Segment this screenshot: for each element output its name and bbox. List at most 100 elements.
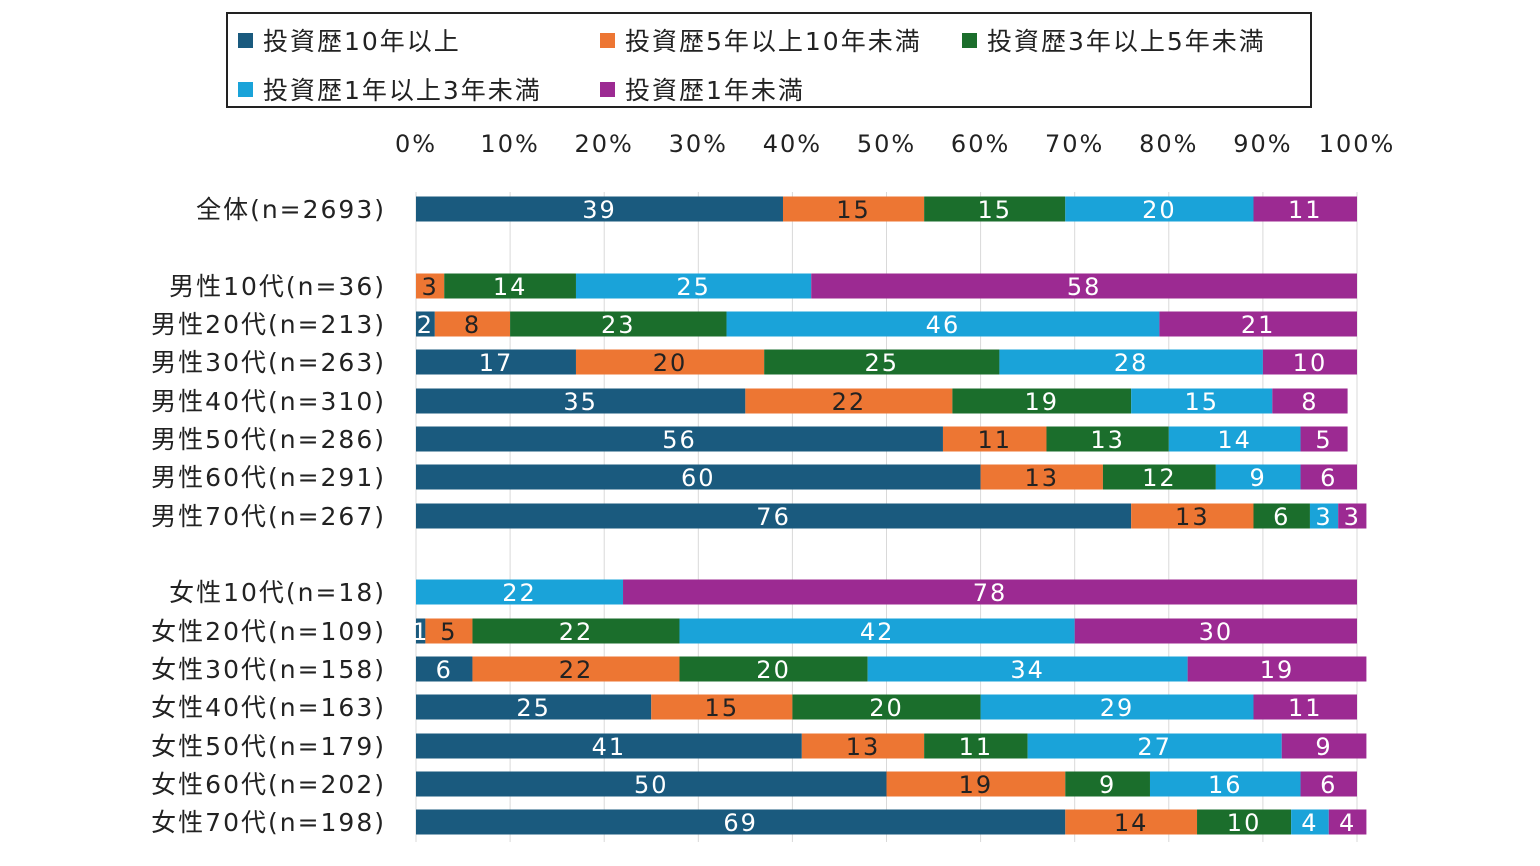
data-label: 16: [1208, 771, 1243, 799]
bar-segment: [1328, 809, 1367, 835]
data-label: 10: [1293, 349, 1328, 377]
x-tick-label: 90%: [1233, 130, 1292, 158]
data-label: 25: [676, 273, 711, 301]
data-label: 42: [860, 618, 895, 646]
data-label: 14: [1217, 426, 1252, 454]
bar-segment: [1272, 388, 1348, 414]
legend-swatch: [962, 32, 977, 48]
category-label: 男性10代(n=36): [169, 272, 386, 301]
data-label: 9: [1099, 771, 1116, 799]
data-label: 19: [1024, 388, 1059, 416]
data-label: 15: [836, 196, 871, 224]
data-label: 46: [926, 311, 961, 339]
legend-swatch: [600, 32, 615, 48]
data-label: 20: [653, 349, 688, 377]
data-label: 58: [1067, 273, 1102, 301]
bar-segment: [1065, 809, 1198, 835]
data-label: 13: [1024, 464, 1059, 492]
bar-segment: [942, 426, 1047, 452]
bar-segment: [1131, 388, 1273, 414]
data-label: 25: [865, 349, 900, 377]
bar-segment: [1300, 464, 1357, 490]
legend-label: 投資歴1年未満: [625, 76, 805, 105]
category-label: 男性40代(n=310): [151, 387, 386, 416]
bar-segment: [416, 349, 576, 375]
x-tick-label: 70%: [1045, 130, 1104, 158]
legend-item-1-3y: 投資歴1年以上3年未満: [238, 71, 542, 107]
bar-segment: [1131, 503, 1254, 529]
bar-segment: [416, 196, 783, 222]
bar-segment: [1253, 196, 1357, 222]
bar-segment: [472, 618, 680, 644]
bar-segment: [1065, 771, 1150, 797]
data-label: 9: [1250, 464, 1267, 492]
data-label: 5: [1315, 426, 1332, 454]
data-label: 78: [973, 579, 1008, 607]
bar-segment: [1102, 464, 1216, 490]
data-label: 3: [1344, 503, 1361, 531]
data-label: 6: [436, 656, 453, 684]
data-label: 4: [1301, 809, 1318, 837]
x-tick-label: 30%: [669, 130, 728, 158]
bar-segment: [679, 656, 868, 682]
data-label: 5: [440, 618, 457, 646]
bar-segment: [1300, 771, 1357, 797]
bar-segment: [434, 311, 511, 337]
bar-segment: [1253, 694, 1357, 720]
bar-segment: [867, 656, 1188, 682]
data-label: 69: [723, 809, 758, 837]
category-label: 女性50代(n=179): [151, 732, 386, 761]
category-label: 女性70代(n=198): [151, 808, 386, 837]
category-label: 女性10代(n=18): [169, 578, 386, 607]
bar-segment: [416, 273, 445, 299]
category-label: 男性20代(n=213): [151, 310, 386, 339]
bar-segment: [1027, 733, 1282, 759]
category-label: 男性70代(n=267): [151, 502, 386, 531]
bar-segment: [425, 618, 473, 644]
data-label: 11: [1288, 694, 1323, 722]
data-label: 22: [559, 656, 594, 684]
data-label: 11: [959, 733, 994, 761]
bar-segment: [952, 388, 1132, 414]
legend-label: 投資歴1年以上3年未満: [263, 76, 542, 105]
chart-legend: 投資歴10年以上 投資歴5年以上10年未満 投資歴3年以上5年未満 投資歴1年以…: [226, 12, 1312, 108]
bar-segment: [801, 733, 925, 759]
data-label: 15: [1184, 388, 1219, 416]
data-label: 15: [977, 196, 1012, 224]
bar-segment: [575, 349, 765, 375]
bar-segment: [416, 694, 652, 720]
bar-segment: [980, 464, 1103, 490]
data-label: 29: [1100, 694, 1135, 722]
bar-segment: [679, 618, 1075, 644]
bar-segment: [510, 311, 727, 337]
bar-segment: [416, 771, 887, 797]
data-label: 28: [1114, 349, 1149, 377]
bar-segment: [416, 733, 802, 759]
bar-segment: [745, 388, 953, 414]
bar-segment: [1215, 464, 1301, 490]
data-label: 76: [756, 503, 791, 531]
data-label: 19: [1260, 656, 1295, 684]
data-label: 13: [1175, 503, 1210, 531]
bar-segment: [1281, 733, 1367, 759]
data-label: 11: [977, 426, 1012, 454]
bar-segment: [623, 579, 1357, 605]
bar-segment: [1253, 503, 1310, 529]
data-label: 22: [832, 388, 867, 416]
legend-item-3-5y: 投資歴3年以上5年未満: [962, 22, 1266, 58]
data-label: 4: [1339, 809, 1356, 837]
data-label: 50: [634, 771, 669, 799]
bar-segment: [1065, 196, 1254, 222]
data-label: 15: [705, 694, 740, 722]
bar-segment: [1168, 426, 1301, 452]
bar-segment: [1262, 349, 1357, 375]
data-label: 14: [493, 273, 528, 301]
data-label: 10: [1227, 809, 1262, 837]
data-label: 20: [1142, 196, 1177, 224]
bar-segment: [764, 349, 1000, 375]
bar-segment: [924, 733, 1028, 759]
bar-segment: [1187, 656, 1367, 682]
category-label: 女性40代(n=163): [151, 693, 386, 722]
bar-segment: [782, 196, 925, 222]
